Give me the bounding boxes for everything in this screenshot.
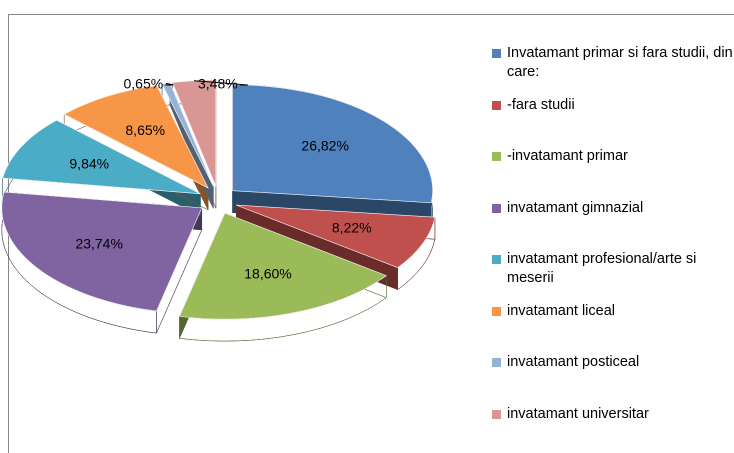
legend-swatch bbox=[492, 100, 501, 110]
legend-label: invatamant liceal bbox=[507, 302, 615, 319]
legend-swatch bbox=[492, 358, 501, 367]
legend-item: invatamant profesional/arte si meserii bbox=[492, 250, 734, 288]
leader-line bbox=[193, 80, 248, 86]
data-label: 8,22% bbox=[332, 220, 372, 236]
slice-tops bbox=[1, 79, 436, 320]
slice bbox=[1, 191, 203, 312]
data-label: 23,74% bbox=[75, 235, 122, 251]
legend-swatch bbox=[492, 152, 501, 161]
legend-item: -invatamant primar bbox=[492, 147, 734, 166]
data-label: 3,48% bbox=[198, 76, 238, 92]
legend-swatch bbox=[492, 409, 501, 419]
legend-item: invatamant posticeal bbox=[492, 353, 734, 372]
slice bbox=[161, 82, 214, 187]
slice bbox=[232, 84, 433, 204]
legend-label: -invatamant primar bbox=[507, 148, 628, 164]
legend-swatch bbox=[492, 255, 501, 264]
legend-label: invatamant gimnazial bbox=[507, 199, 644, 216]
legend-swatch bbox=[492, 306, 501, 316]
legend-item: invatamant gimnazial bbox=[492, 199, 734, 218]
data-label: 9,84% bbox=[69, 155, 109, 171]
slice bbox=[236, 204, 436, 268]
leader-line bbox=[165, 82, 174, 86]
data-label: 26,82% bbox=[301, 138, 348, 154]
legend-swatch bbox=[492, 203, 501, 213]
slice bbox=[63, 85, 209, 189]
legend-label: invatamant posticeal bbox=[507, 354, 640, 370]
legend-label: Invatamant primar si fara studii, din ca… bbox=[507, 45, 733, 80]
data-label: 18,60% bbox=[244, 265, 291, 281]
legend-item: invatamant liceal bbox=[492, 302, 734, 321]
data-label: 8,65% bbox=[125, 122, 165, 138]
legend-label: invatamant universitar bbox=[507, 405, 649, 422]
legend-swatch bbox=[492, 49, 501, 58]
slice bbox=[179, 212, 387, 320]
slice bbox=[172, 79, 217, 187]
legend-label: invatamant profesional/arte si meserii bbox=[507, 251, 697, 286]
data-label: 0,65% bbox=[124, 76, 164, 92]
legend-item: Invatamant primar si fara studii, din ca… bbox=[492, 44, 734, 82]
legend-label: -fara studii bbox=[507, 96, 575, 113]
slice bbox=[2, 119, 201, 195]
legend-item: invatamant universitar bbox=[492, 405, 734, 424]
legend-item: -fara studii bbox=[492, 96, 734, 115]
